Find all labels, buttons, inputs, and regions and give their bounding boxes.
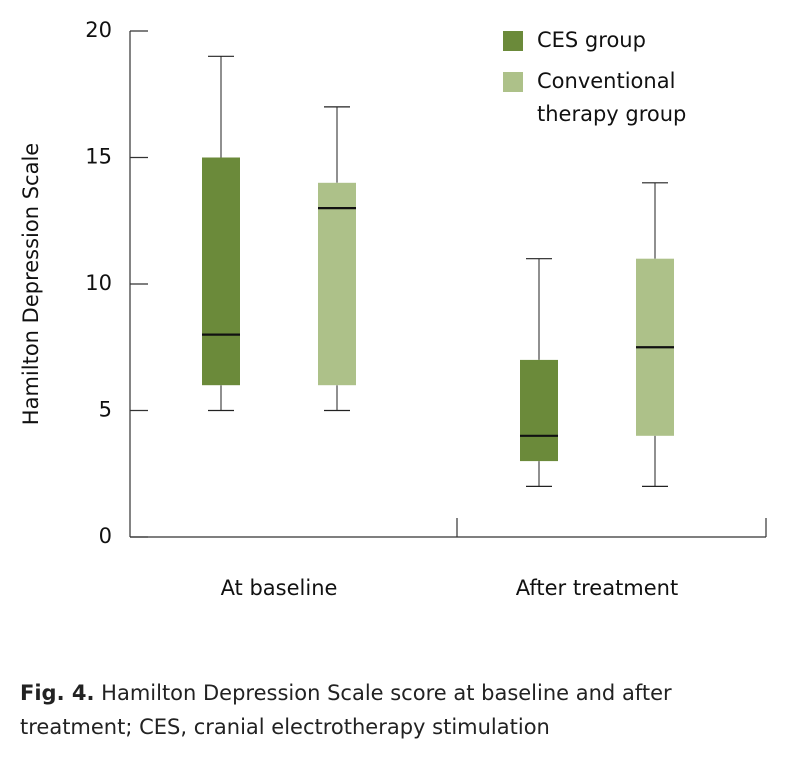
y-axis-label: Hamilton Depression Scale [19,143,43,425]
y-tick-label: 5 [99,398,112,422]
x-tick-label: After treatment [516,576,678,600]
box [318,182,356,386]
box [202,157,240,386]
y-tick-label: 0 [99,524,112,548]
caption-text: Hamilton Depression Scale score at basel… [20,681,672,739]
y-tick-label: 20 [85,18,112,42]
legend-label: Conventional therapy group [537,69,687,126]
box [520,359,558,462]
legend-swatch [503,72,523,92]
caption: Fig. 4. Hamilton Depression Scale score … [20,676,740,744]
chart: Hamilton Depression Scale 0 5 10 15 20 At bas… [19,18,767,600]
legend-swatch [503,31,523,51]
legend-item: Conventional therapy group [503,65,743,131]
legend-label: CES group [537,28,646,52]
caption-label: Fig. 4. [20,681,95,705]
x-tick-label: At baseline [221,576,338,600]
legend: CES group Conventional therapy group [503,24,743,139]
y-tick-label: 10 [85,271,112,295]
y-tick-label: 15 [85,145,112,169]
legend-item: CES group [503,24,743,57]
